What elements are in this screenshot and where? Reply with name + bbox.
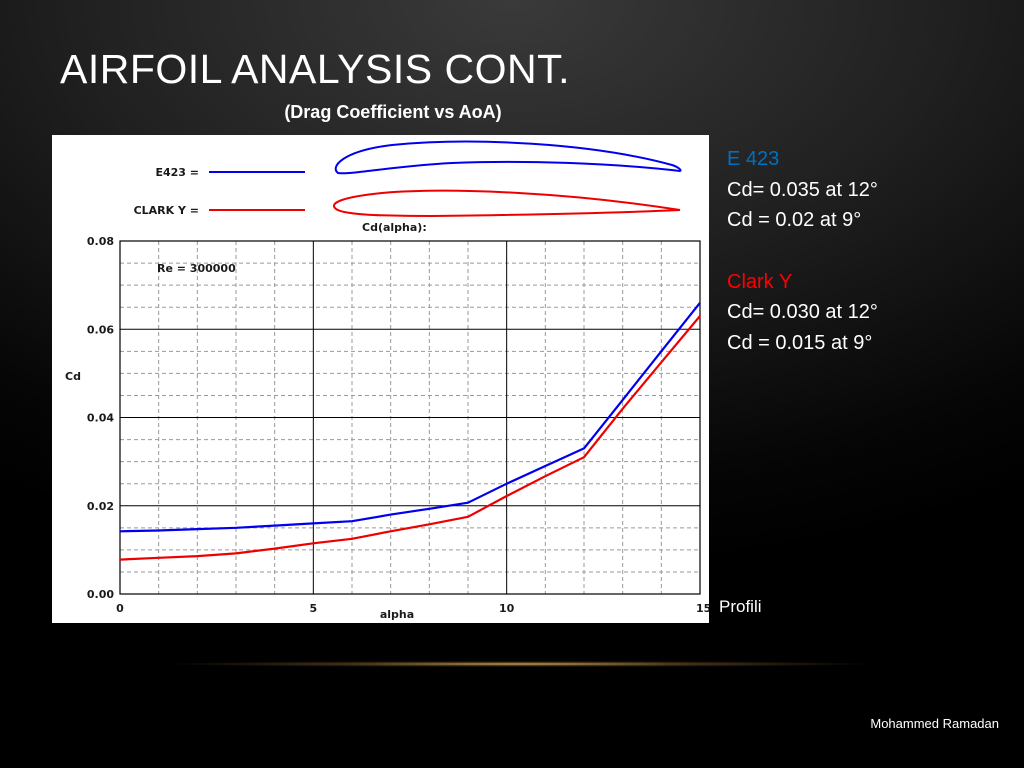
slide-subtitle: (Drag Coefficient vs AoA) — [284, 102, 502, 122]
drag-coefficient-chart: 0.00 0.02 0.04 0.06 0.08 0 5 10 15 alpha Cd Cd(alph… — [52, 135, 709, 623]
notes-gap — [727, 236, 878, 267]
clarky-series-line — [119, 315, 701, 561]
reynolds-annotation: Re = 300000 — [157, 262, 236, 275]
slide-title: AIRFOIL ANALYSIS CONT. — [60, 46, 570, 92]
side-notes: E 423 Cd= 0.035 at 12° Cd = 0.02 at 9° C… — [727, 144, 878, 358]
x-axis-label: alpha — [380, 608, 414, 621]
x-tick-label: 10 — [499, 602, 515, 615]
clarky-profile-sketch — [332, 189, 681, 218]
divider-line — [170, 661, 870, 667]
x-tick-label: 5 — [310, 602, 318, 615]
e423-profile-sketch — [334, 140, 682, 175]
clarky-note-9deg: Cd = 0.015 at 9° — [727, 331, 873, 354]
e423-note-9deg: Cd = 0.02 at 9° — [727, 209, 862, 231]
clarky-heading: Clark Y — [727, 270, 793, 293]
source-label: Profili — [719, 597, 762, 616]
legend-label: E423 = — [155, 166, 199, 179]
e423-note-12deg: Cd= 0.035 at 12° — [727, 178, 878, 201]
y-tick-label: 0.02 — [87, 500, 114, 513]
e423-heading: E 423 — [727, 148, 780, 170]
clarky-note-12deg: Cd= 0.030 at 12° — [727, 301, 878, 323]
x-tick-label: 0 — [116, 602, 124, 615]
y-tick-label: 0.04 — [87, 412, 114, 425]
e423-series-line — [119, 302, 701, 533]
x-tick-label: 15 — [696, 602, 709, 615]
chart-title: Cd(alpha): — [362, 221, 427, 234]
y-axis-label: Cd — [65, 370, 81, 383]
legend-label: CLARK Y = — [134, 204, 199, 217]
author-name: Mohammed Ramadan — [870, 716, 999, 731]
y-tick-label: 0.08 — [87, 235, 114, 248]
chart-canvas: 0.00 0.02 0.04 0.06 0.08 0 5 10 15 alpha Cd Cd(alph… — [65, 140, 709, 621]
y-tick-label: 0.00 — [87, 588, 114, 601]
y-tick-label: 0.06 — [87, 323, 114, 336]
plot-border — [119, 240, 701, 595]
